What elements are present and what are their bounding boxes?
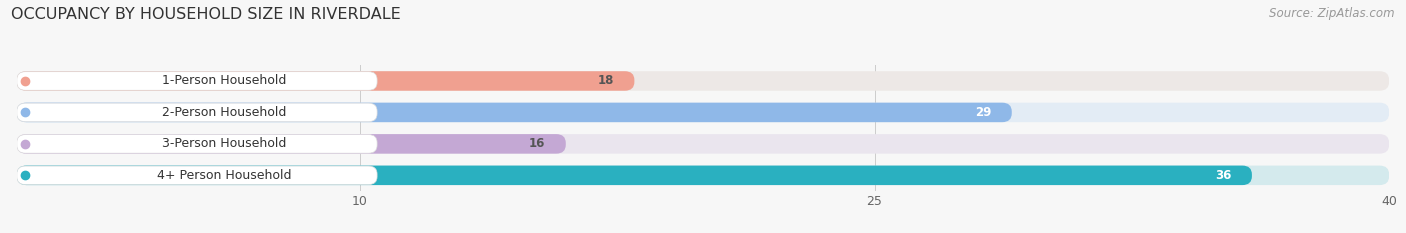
FancyBboxPatch shape: [17, 166, 1389, 185]
FancyBboxPatch shape: [17, 71, 634, 91]
Text: 4+ Person Household: 4+ Person Household: [157, 169, 291, 182]
FancyBboxPatch shape: [17, 71, 1389, 91]
FancyBboxPatch shape: [17, 166, 1251, 185]
FancyBboxPatch shape: [17, 72, 377, 90]
Text: 3-Person Household: 3-Person Household: [162, 137, 287, 150]
FancyBboxPatch shape: [17, 103, 377, 122]
FancyBboxPatch shape: [17, 134, 565, 154]
Text: OCCUPANCY BY HOUSEHOLD SIZE IN RIVERDALE: OCCUPANCY BY HOUSEHOLD SIZE IN RIVERDALE: [11, 7, 401, 22]
FancyBboxPatch shape: [17, 166, 377, 185]
FancyBboxPatch shape: [17, 135, 377, 153]
Text: 2-Person Household: 2-Person Household: [162, 106, 287, 119]
Text: 1-Person Household: 1-Person Household: [162, 75, 287, 87]
Text: 16: 16: [529, 137, 546, 150]
FancyBboxPatch shape: [17, 134, 1389, 154]
FancyBboxPatch shape: [17, 103, 1389, 122]
Text: 29: 29: [974, 106, 991, 119]
FancyBboxPatch shape: [17, 103, 1012, 122]
Text: 36: 36: [1215, 169, 1232, 182]
Text: Source: ZipAtlas.com: Source: ZipAtlas.com: [1270, 7, 1395, 20]
Text: 18: 18: [598, 75, 614, 87]
